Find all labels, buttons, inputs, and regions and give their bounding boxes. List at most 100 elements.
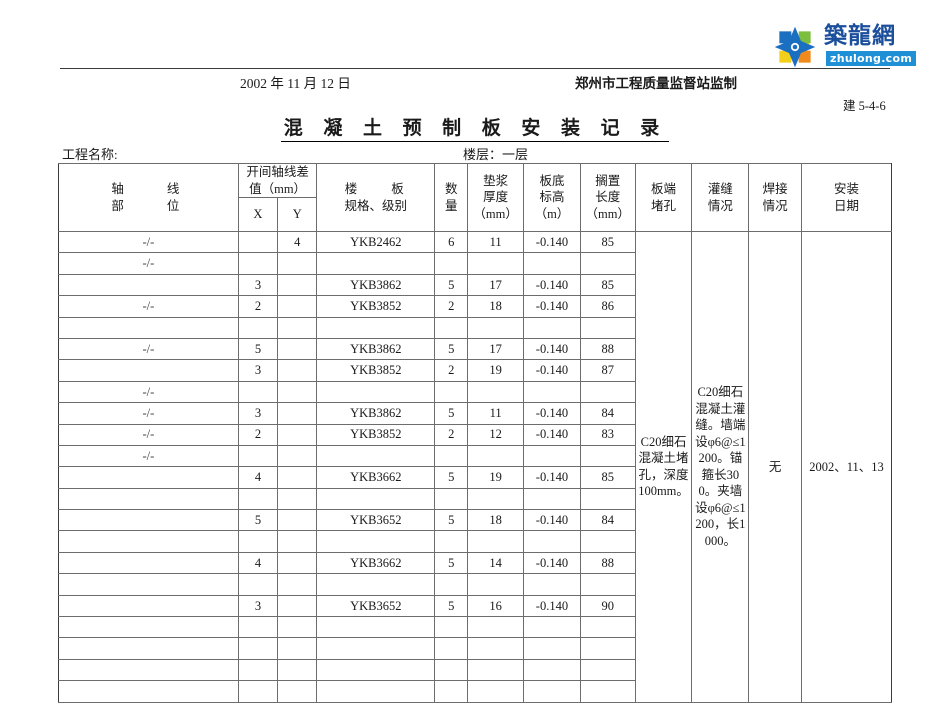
cell-x — [237, 252, 279, 275]
cell-bedding-thickness: 11 — [467, 230, 525, 254]
cell-welding: 无 — [748, 231, 802, 703]
cell-elevation — [523, 487, 581, 511]
cell-bedding-thickness: 17 — [467, 337, 525, 361]
header-slab-elevation: 板底 标高 （m） — [523, 163, 581, 232]
cell-axis-position — [58, 466, 239, 489]
cell-elevation: -0.140 — [523, 402, 581, 425]
cell-slab-spec — [316, 658, 436, 682]
site-logo: 築龍網 zhulong.com — [772, 22, 932, 72]
cell-bearing-length: 85 — [579, 273, 636, 297]
cell-elevation: -0.140 — [523, 295, 581, 318]
cell-slab-spec — [316, 252, 436, 275]
cell-x — [237, 380, 279, 404]
header-plug-line1: 板端 — [651, 182, 677, 196]
cell-bearing-length — [579, 316, 636, 339]
cell-y — [277, 487, 318, 511]
cell-axis-position — [58, 573, 239, 596]
cell-bearing-length — [579, 252, 636, 275]
cell-bedding-thickness — [467, 444, 525, 468]
cell-bedding-thickness: 12 — [467, 423, 525, 446]
header-bedding-line2: 厚度 — [483, 190, 509, 205]
cell-elevation: -0.140 — [523, 230, 581, 254]
cell-slab-spec — [316, 380, 436, 404]
cell-y — [277, 680, 318, 703]
cell-x: 4 — [237, 466, 279, 489]
cell-y — [277, 337, 318, 361]
header-date: 2002 年 11 月 12 日 — [240, 76, 351, 91]
cell-elevation: -0.140 — [523, 594, 581, 618]
cell-axis-position — [58, 551, 239, 575]
cell-bedding-thickness — [467, 380, 525, 404]
cell-axis-position — [58, 359, 239, 382]
cell-slab-spec — [316, 487, 436, 511]
cell-y — [277, 316, 318, 339]
cell-slab-spec: YKB3852 — [316, 295, 436, 318]
cell-elevation — [523, 573, 581, 596]
cell-slab-spec — [316, 637, 436, 660]
header-divider — [60, 68, 890, 69]
cell-x — [237, 316, 279, 339]
cell-quantity — [434, 316, 469, 339]
header-bay-axis-diff-unit: 值（mm） — [249, 181, 307, 196]
cell-elevation — [523, 252, 581, 275]
cell-x — [237, 487, 279, 511]
cell-slab-spec: YKB3852 — [316, 423, 436, 446]
cell-y — [277, 359, 318, 382]
cell-elevation: -0.140 — [523, 466, 581, 489]
header-bearing-line2: 长度 — [595, 190, 621, 205]
header-quantity: 数 量 — [434, 163, 469, 232]
header-elevation-line1: 板底 — [539, 173, 565, 188]
cell-bearing-length: 84 — [579, 509, 636, 532]
cell-bearing-length — [579, 444, 636, 468]
cell-slab-spec: YKB2462 — [316, 230, 436, 254]
cell-bedding-thickness: 18 — [467, 295, 525, 318]
cell-quantity: 5 — [434, 273, 469, 297]
cell-axis-position — [58, 658, 239, 682]
pinwheel-flower-icon — [772, 24, 818, 70]
cell-bearing-length — [579, 680, 636, 703]
cell-slab-spec: YKB3862 — [316, 402, 436, 425]
cell-bearing-length: 88 — [579, 337, 636, 361]
cell-slab-spec — [316, 316, 436, 339]
cell-axis-position — [58, 509, 239, 532]
header-quantity-line2: 量 — [444, 198, 458, 213]
page-title-text: 混 凝 土 预 制 板 安 装 记 录 — [280, 117, 670, 142]
cell-slab-spec: YKB3852 — [316, 359, 436, 382]
table-row — [58, 573, 892, 596]
cell-x — [237, 616, 279, 639]
cell-bearing-length: 86 — [579, 295, 636, 318]
table-row — [58, 616, 892, 639]
cell-x: 4 — [237, 551, 279, 575]
header-plug-hole: 板端 堵孔 — [634, 163, 693, 232]
cell-x: 2 — [237, 295, 279, 318]
cell-y — [277, 658, 318, 682]
table-row: -/- 3 YKB3862 5 11 -0.140 84 — [58, 402, 892, 425]
cell-y — [277, 573, 318, 596]
cell-y — [277, 616, 318, 639]
header-bearing-line1: 搁置 — [595, 173, 621, 188]
header-bedding-thickness: 垫浆 厚度 （mm） — [467, 163, 525, 232]
cell-quantity — [434, 573, 469, 596]
cell-quantity: 5 — [434, 466, 469, 489]
header-plug-line2: 堵孔 — [651, 198, 677, 213]
cell-bearing-length — [579, 487, 636, 511]
cell-quantity — [434, 658, 469, 682]
cell-quantity: 2 — [434, 423, 469, 446]
header-slab-text: 楼 板 — [344, 182, 407, 196]
cell-bedding-thickness — [467, 680, 525, 703]
cell-bearing-length — [579, 530, 636, 553]
table-row: -/- — [58, 444, 892, 468]
cell-elevation: -0.140 — [523, 423, 581, 446]
cell-slab-spec: YKB3862 — [316, 273, 436, 297]
cell-axis-position — [58, 530, 239, 553]
cell-x: 3 — [237, 359, 279, 382]
header-install-line1: 安装 — [833, 182, 859, 196]
header-quantity-line1: 数 — [444, 182, 458, 196]
cell-slab-spec — [316, 573, 436, 596]
cell-x: 2 — [237, 423, 279, 446]
table-row — [58, 637, 892, 660]
table-row: 4 YKB3662 5 14 -0.140 88 — [58, 551, 892, 575]
cell-quantity — [434, 380, 469, 404]
header-welding-line2: 情况 — [762, 198, 788, 213]
cell-axis-position: -/- — [58, 444, 239, 468]
